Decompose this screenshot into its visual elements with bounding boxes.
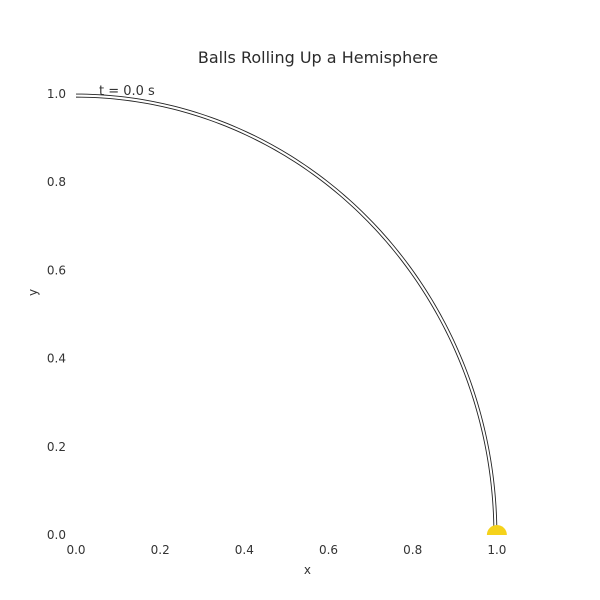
x-tick-label: 0.4	[235, 543, 254, 557]
x-tick-label: 0.6	[319, 543, 338, 557]
y-axis-ticks: 0.0 0.2 0.4 0.6 0.8 1.0	[47, 87, 66, 542]
y-tick-label: 0.6	[47, 263, 66, 277]
x-axis-ticks: 0.0 0.2 0.4 0.6 0.8 1.0	[66, 543, 506, 557]
y-tick-label: 0.0	[47, 528, 66, 542]
y-tick-label: 1.0	[47, 87, 66, 101]
hemisphere-curves	[75, 93, 498, 536]
y-tick-label: 0.8	[47, 175, 66, 189]
time-annotation: t = 0.0 s	[99, 84, 155, 99]
hemisphere-outer-curve	[75, 93, 498, 536]
y-axis-label: y	[26, 289, 40, 296]
x-tick-label: 0.8	[403, 543, 422, 557]
x-axis-label: x	[304, 563, 311, 577]
x-tick-label: 1.0	[487, 543, 506, 557]
y-tick-label: 0.4	[47, 352, 66, 366]
y-tick-label: 0.2	[47, 440, 66, 454]
chart-title: Balls Rolling Up a Hemisphere	[198, 48, 438, 67]
hemisphere-inner-curve	[75, 96, 495, 536]
x-tick-label: 0.2	[151, 543, 170, 557]
ball	[486, 525, 507, 535]
x-tick-label: 0.0	[66, 543, 85, 557]
